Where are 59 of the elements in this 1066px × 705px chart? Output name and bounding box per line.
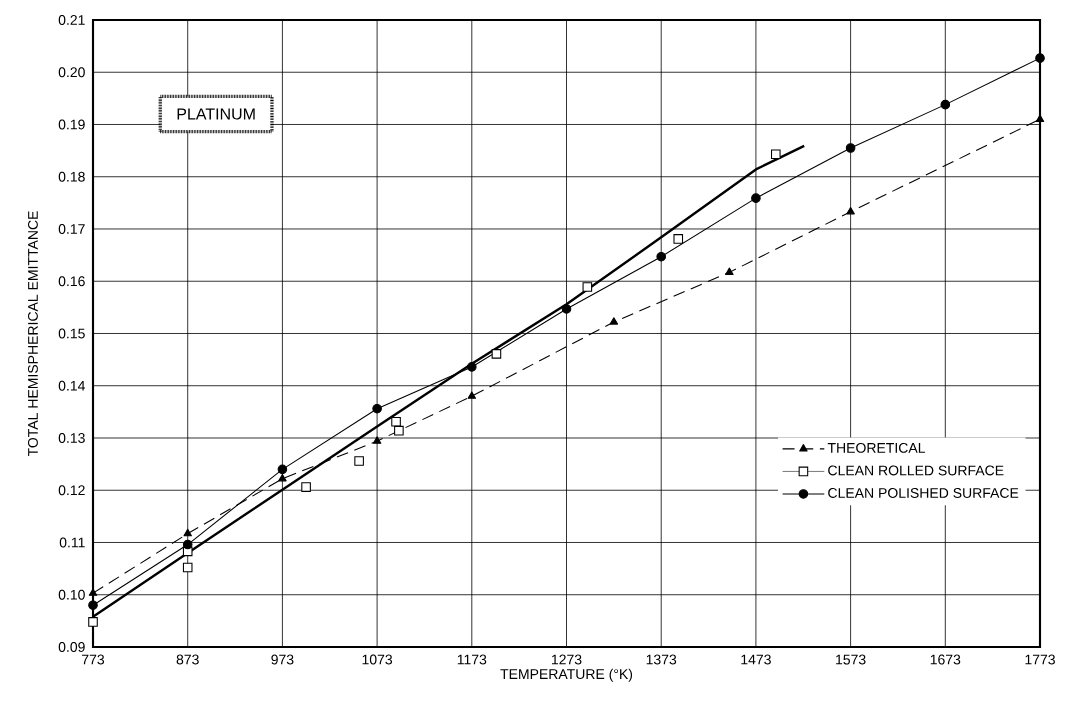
point xyxy=(301,482,311,492)
y-tick-label: 0.10 xyxy=(58,589,85,600)
y-tick-label: 0.16 xyxy=(58,276,85,287)
point xyxy=(182,562,193,573)
point xyxy=(673,234,684,244)
y-tick-label: 0.21 xyxy=(58,15,85,25)
y-tick-label: 0.13 xyxy=(58,433,85,443)
point xyxy=(845,143,856,153)
point xyxy=(751,193,761,203)
point xyxy=(1035,53,1045,63)
point xyxy=(391,416,401,427)
x-tick-label: 873 xyxy=(176,654,199,665)
y-tick-label: 0.18 xyxy=(58,171,85,182)
x-tick-label: 1373 xyxy=(646,654,677,665)
x-tick-label: 1073 xyxy=(362,654,393,665)
x-tick-label: 1173 xyxy=(457,654,487,665)
x-tick-label: 1473 xyxy=(741,654,771,665)
point xyxy=(846,206,855,215)
point xyxy=(372,436,382,444)
y-tick-label: 0.14 xyxy=(58,380,85,391)
point xyxy=(491,349,502,359)
x-tick-label: 1773 xyxy=(1025,654,1055,665)
y-axis-title: TOTAL HEMISPHERICAL EMITTANCE xyxy=(27,211,38,457)
point xyxy=(725,267,734,276)
point xyxy=(467,391,477,399)
y-tick-label: 0.15 xyxy=(58,328,85,339)
y-tick-label: 0.17 xyxy=(58,224,85,234)
point xyxy=(372,403,382,414)
point xyxy=(278,473,287,482)
point xyxy=(182,539,193,550)
point xyxy=(183,528,192,537)
legend-label: THEORETICAL xyxy=(827,442,926,453)
annotation: PLATINUM xyxy=(177,108,255,120)
point xyxy=(88,600,98,610)
point xyxy=(88,617,98,627)
point xyxy=(277,464,288,475)
x-tick-label: 973 xyxy=(271,654,294,665)
point xyxy=(354,456,364,466)
x-tick-label: 1673 xyxy=(930,654,961,665)
point xyxy=(770,149,781,160)
y-tick-label: 0.09 xyxy=(58,642,85,652)
x-tick-label: 773 xyxy=(82,654,105,665)
point xyxy=(88,588,98,596)
point xyxy=(656,251,667,262)
y-tick-label: 0.20 xyxy=(58,67,85,78)
point xyxy=(609,317,619,325)
legend-label: CLEAN POLISHED SURFACE xyxy=(828,488,1019,498)
point xyxy=(582,282,593,292)
point xyxy=(940,99,951,110)
y-tick-label: 0.12 xyxy=(58,485,85,496)
x-axis-title: TEMPERATURE (°K) xyxy=(500,668,633,682)
point xyxy=(561,304,572,314)
legend-label: CLEAN ROLLED SURFACE xyxy=(828,465,1004,476)
y-tick-label: 0.11 xyxy=(59,537,85,548)
point xyxy=(467,362,477,372)
x-tick-label: 1573 xyxy=(836,654,866,665)
point xyxy=(394,425,404,436)
y-tick-label: 0.19 xyxy=(58,119,85,130)
x-tick-label: 1273 xyxy=(552,654,582,665)
